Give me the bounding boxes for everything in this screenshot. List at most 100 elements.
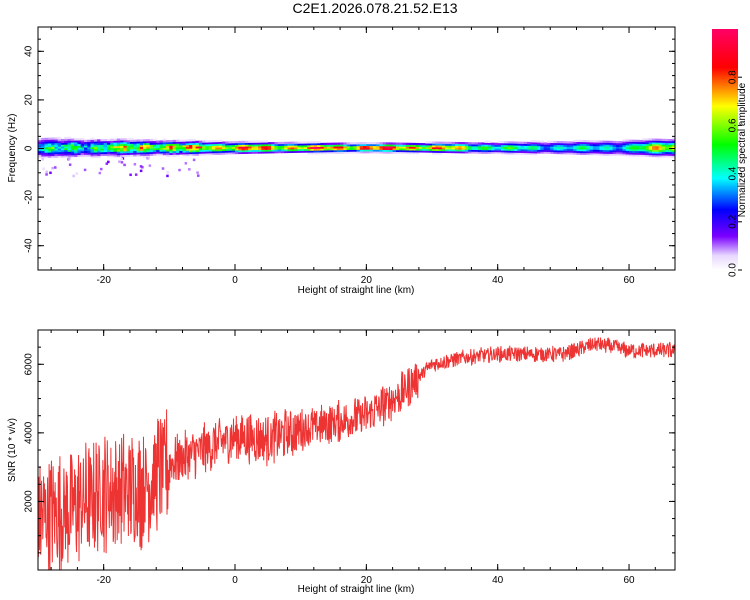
spectrogram-cell: [41, 154, 45, 157]
spectrogram-cell: [139, 169, 143, 173]
spectrogram-cell: [622, 143, 627, 146]
spectrogram-cell: [175, 154, 180, 157]
spectrogram-cell: [533, 143, 538, 147]
spectrogram-cell: [625, 150, 630, 153]
spectrogram-cell: [57, 155, 62, 158]
spectrogram-cell: [379, 144, 384, 147]
spectrogram-cell: [359, 147, 364, 150]
spectrogram-cell: [64, 147, 68, 151]
spectrogram-cell: [573, 146, 577, 150]
spectrogram-cell: [284, 150, 288, 154]
spectrogram-cell: [474, 142, 479, 145]
spectrogram-cell: [596, 140, 600, 143]
spectrogram-cell: [162, 142, 167, 145]
spectrogram-cell: [471, 142, 476, 145]
spectrogram-cell: [136, 146, 141, 150]
spectrogram-cell: [412, 142, 417, 146]
spectrogram-cell: [172, 141, 177, 144]
spectrogram-cell: [661, 138, 666, 142]
spectrogram-cell: [569, 152, 574, 155]
spectrogram-cell: [671, 139, 675, 142]
spectrogram-cell: [392, 146, 397, 149]
spectrogram-cell: [606, 146, 610, 149]
spectrogram-cell: [661, 144, 666, 147]
spectrogram-cell: [638, 147, 643, 150]
spectrogram-cell: [146, 146, 151, 149]
spectrogram-cell: [106, 155, 111, 158]
spectrogram-cell: [556, 140, 561, 144]
spectrogram-cell: [425, 143, 430, 146]
spectrogram-cell: [267, 147, 272, 150]
spectrogram-cell: [116, 154, 121, 158]
spectrogram-cell: [632, 143, 636, 146]
spectrogram-cell: [405, 150, 410, 153]
spectrogram-cell: [251, 146, 256, 149]
spectrogram-cell: [274, 141, 279, 145]
spectrogram-cell: [671, 142, 675, 145]
spectrogram-cell: [349, 142, 354, 145]
spectrogram-cell: [248, 140, 252, 143]
spectrogram-cell: [418, 143, 423, 146]
spectrogram-cell: [668, 142, 673, 145]
spectrogram-cell: [175, 147, 180, 150]
spectrogram-cell: [645, 151, 650, 154]
spectrogram-cell: [116, 149, 121, 152]
spectrogram-cell: [195, 144, 200, 147]
spectrogram-cell: [129, 148, 134, 152]
spectrogram-cell: [340, 146, 344, 149]
spectrogram-cell: [510, 148, 515, 151]
spectrogram-cell: [507, 146, 512, 149]
spectrogram-cell: [192, 140, 197, 144]
spectrogram-cell: [602, 149, 607, 152]
spectrogram-cell: [38, 139, 42, 143]
spectrogram-cell: [451, 147, 456, 150]
spectrogram-cell: [507, 148, 512, 151]
spectrogram-cell: [261, 145, 265, 149]
spectrogram-cell: [70, 149, 75, 152]
spectrogram-cell: [537, 147, 541, 150]
spectrogram-cell: [468, 144, 472, 147]
spectrogram-cell: [264, 147, 269, 150]
spectrogram-cell: [57, 142, 62, 145]
spectrogram-cell: [655, 151, 659, 154]
spectrogram-cell: [560, 142, 564, 146]
spectrogram-cell: [356, 149, 361, 152]
spectrogram-cell: [294, 148, 298, 152]
spectrogram-cell: [652, 153, 656, 156]
spectrogram-cell: [134, 173, 138, 176]
spectrogram-cell: [116, 143, 121, 147]
spectrogram-cell: [661, 149, 666, 152]
spectrogram-cell: [195, 140, 200, 143]
spectrogram-cell: [77, 154, 82, 157]
spectrogram-cell: [665, 138, 669, 142]
spectrogram-cell: [369, 143, 374, 147]
spectrogram-cell: [202, 144, 206, 147]
spectrogram-cell: [658, 142, 663, 145]
spectrogram-cell: [369, 142, 374, 145]
spectrogram-cell: [149, 153, 154, 156]
spectrogram-cell: [422, 144, 426, 148]
spectrogram-cell: [106, 142, 111, 145]
spectrogram-cell: [175, 148, 180, 152]
spectrogram-cell: [615, 151, 620, 155]
spectrogram-cell: [317, 144, 321, 147]
spectrogram-cell: [143, 139, 147, 142]
spectrogram-cell: [198, 140, 203, 143]
colorbar-title: Normalized spectral amplitude: [737, 82, 748, 217]
spectrogram-cell: [310, 146, 315, 149]
spectrogram-cell: [90, 148, 95, 151]
spectrogram-cell: [494, 150, 499, 153]
spectrogram-cell: [205, 145, 210, 149]
spectrogram-cell: [74, 149, 78, 152]
spectrogram-cell: [425, 146, 430, 150]
spectrogram-cell: [520, 150, 525, 154]
spectrogram-cell: [303, 150, 308, 153]
spectrogram-cell: [448, 147, 453, 150]
spectrogram-cell: [97, 155, 101, 158]
spectrogram-cell: [451, 145, 456, 148]
spectrogram-cell: [41, 143, 45, 146]
spectrogram-cell: [477, 147, 482, 151]
spectrogram-cell: [205, 142, 210, 145]
spectrogram-cell: [231, 146, 236, 149]
spectrogram-cell: [83, 168, 87, 172]
